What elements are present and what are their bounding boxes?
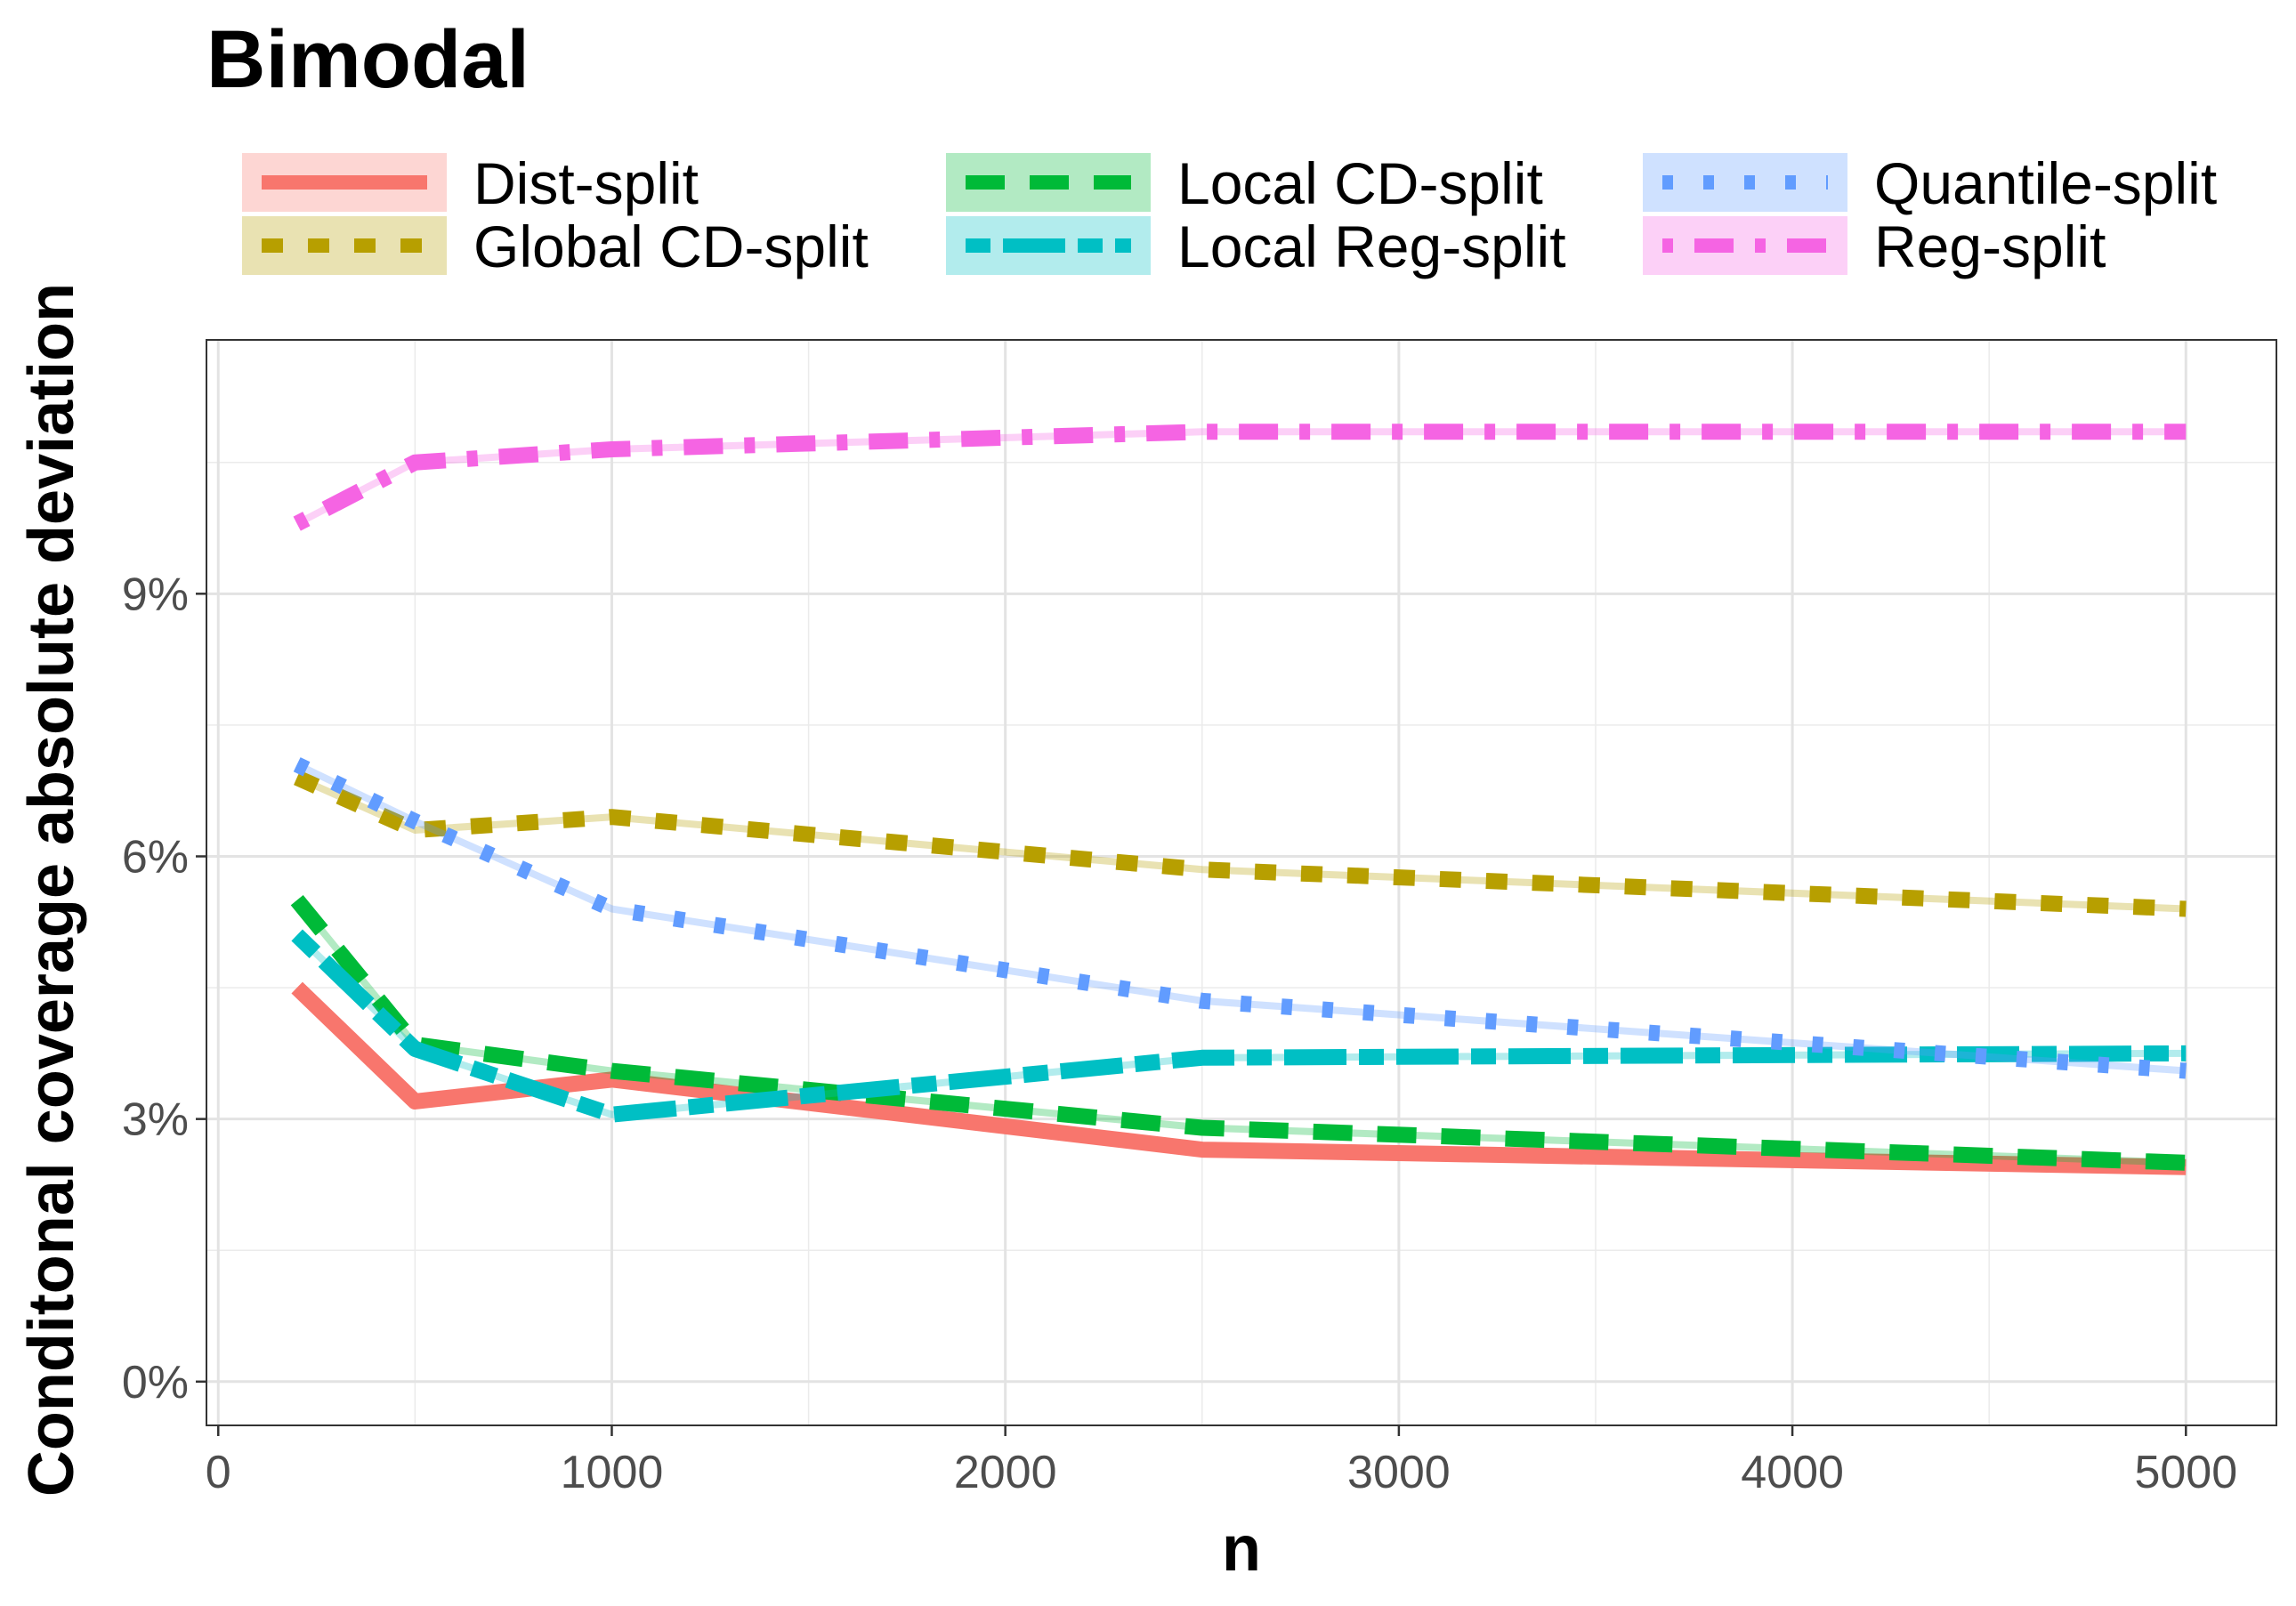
series-line-reg-split (293, 424, 2187, 531)
y-tick-label: 6% (122, 831, 189, 883)
series-global-cd-split (294, 770, 2187, 917)
y-tick-label: 0% (122, 1357, 189, 1408)
series-local-cd-split (290, 894, 2187, 1171)
series-line-local-cd-split (290, 894, 2187, 1171)
legend-item-reg-split: Reg-split (1643, 214, 2106, 279)
x-tick-label: 3000 (1347, 1447, 1451, 1498)
plot-panel-border (206, 339, 2277, 1426)
legend-label: Local CD-split (1177, 150, 1543, 216)
y-tick-label: 3% (122, 1094, 189, 1146)
series-reg-split (293, 424, 2187, 531)
chart-title: Bimodal (206, 14, 530, 105)
series-line-dist-split (291, 981, 2187, 1175)
y-axis-title: Conditonal coverage absolute deviation (16, 283, 87, 1497)
legend-item-dist-split: Dist-split (242, 150, 699, 216)
x-tick-label: 5000 (2134, 1447, 2237, 1498)
legend-item-global-cd-split: Global CD-split (242, 214, 869, 279)
legend-label: Quantile-split (1874, 150, 2217, 216)
y-axis: 0% 3% 6% 9% (122, 569, 206, 1408)
y-tick-label: 9% (122, 569, 189, 620)
series-line-quantile-split (293, 757, 2187, 1079)
series-line-global-cd-split (294, 770, 2187, 917)
legend-item-local-cd-split: Local CD-split (946, 150, 1543, 216)
x-axis-title: n (1222, 1513, 1261, 1585)
x-tick-label: 4000 (1741, 1447, 1844, 1498)
series-quantile-split (293, 757, 2187, 1079)
x-tick-label: 0 (206, 1447, 231, 1498)
x-tick-label: 1000 (561, 1447, 664, 1498)
legend-item-quantile-split: Quantile-split (1643, 150, 2217, 216)
series-dist-split (291, 981, 2187, 1175)
legend-label: Reg-split (1874, 214, 2106, 279)
x-tick-label: 2000 (954, 1447, 1057, 1498)
legend-label: Local Reg-split (1177, 214, 1566, 279)
legend-item-local-reg-split: Local Reg-split (946, 214, 1566, 279)
series-layer (290, 424, 2187, 1175)
legend-label: Dist-split (473, 150, 699, 216)
series-local-reg-split (291, 929, 2187, 1123)
series-line-local-reg-split (291, 929, 2187, 1123)
x-axis: 0 1000 2000 3000 4000 5000 (206, 1425, 2237, 1498)
legend-label: Global CD-split (473, 214, 869, 279)
